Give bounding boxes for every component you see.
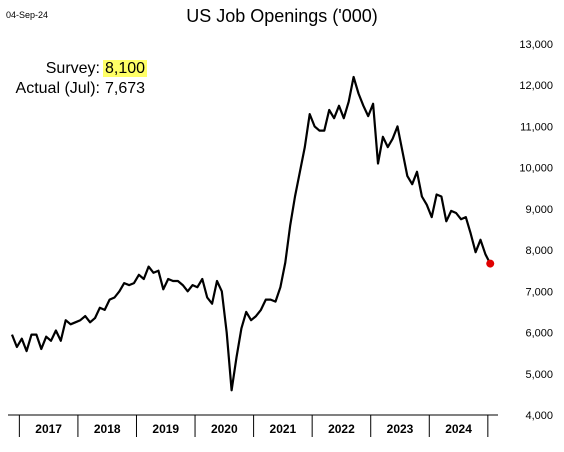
job-openings-line — [10, 75, 492, 392]
survey-label: Survey: — [45, 60, 100, 77]
y-tick-label: 11,000 — [520, 121, 553, 133]
x-tick-label: 2024 — [445, 422, 472, 436]
y-tick-label: 10,000 — [519, 163, 553, 175]
y-tick-label: 6,000 — [525, 328, 553, 340]
y-tick-label: 5,000 — [525, 369, 553, 381]
x-tick-label: 2018 — [94, 422, 121, 436]
survey-value: 8,100 — [103, 60, 148, 78]
x-tick-label: 2021 — [270, 422, 297, 436]
y-tick-label: 4,000 — [525, 410, 553, 422]
y-tick-label: 7,000 — [525, 286, 553, 298]
x-tick-label: 2023 — [387, 422, 414, 436]
x-axis: 2017 2018 2019 2020 2021 2022 2023 2024 — [8, 414, 498, 437]
actual-value: 7,673 — [105, 80, 146, 97]
y-tick-label: 12,000 — [519, 80, 553, 92]
y-tick-label: 13,000 — [519, 39, 553, 51]
y-tick-label: 9,000 — [525, 204, 553, 216]
chart-title: US Job Openings ('000) — [186, 6, 378, 26]
y-axis: 4,000 5,000 6,000 7,000 8,000 9,000 10,000 11,0… — [519, 39, 553, 422]
actual-label: Actual (Jul): — [15, 80, 100, 97]
y-tick-label: 8,000 — [525, 245, 553, 257]
date-stamp: 04-Sep-24 — [6, 10, 49, 20]
latest-value-marker — [486, 259, 495, 268]
plot-area — [10, 75, 495, 392]
x-tick-label: 2020 — [211, 422, 238, 436]
survey-value-text: 8,100 — [103, 60, 148, 77]
x-tick-label: 2019 — [152, 422, 179, 436]
x-tick-label: 2017 — [35, 422, 62, 436]
x-tick-label: 2022 — [328, 422, 355, 436]
